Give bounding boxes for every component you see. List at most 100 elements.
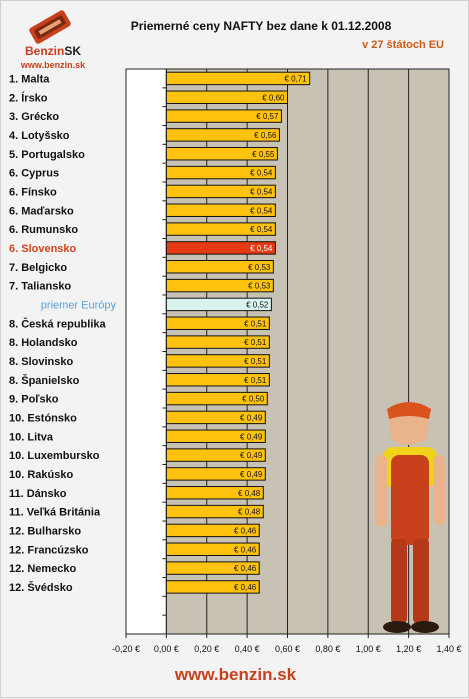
bar [165, 354, 270, 368]
chart-subtitle: v 27 štátoch EU [362, 39, 444, 51]
bar [165, 486, 264, 500]
category-label: 3. Grécko [9, 111, 59, 123]
chart-title: Priemerné ceny NAFTY bez dane k 01.12.20… [130, 19, 392, 33]
bar-value-label: € 0,54 [250, 169, 273, 178]
bar [165, 561, 260, 575]
bar-value-label: € 0,60 [262, 93, 285, 102]
category-label: 5. Portugalsko [9, 149, 85, 161]
bar [165, 71, 311, 86]
bar-value-label: € 0,51 [244, 376, 267, 385]
category-label: 4. Lotyšsko [9, 130, 70, 142]
category-label: 12. Francúzsko [9, 544, 89, 556]
bar [165, 297, 272, 312]
bar-value-label: € 0,54 [250, 187, 273, 196]
bar [165, 335, 270, 349]
bar-value-label: € 0,51 [244, 338, 267, 347]
bar-value-label: € 0,54 [250, 244, 273, 253]
bar [165, 373, 270, 387]
bar-value-label: € 0,54 [250, 206, 273, 215]
bar [165, 109, 282, 123]
bar-value-label: € 0,55 [252, 150, 275, 159]
bar [165, 504, 264, 519]
x-tick-label: 1,20 € [396, 644, 421, 654]
x-tick-label: 0,80 € [315, 644, 340, 654]
bar-value-label: € 0,53 [248, 263, 271, 272]
category-label: 2. Írsko [9, 91, 48, 104]
x-tick-label: 0,60 € [275, 644, 300, 654]
bar [165, 260, 274, 274]
category-label: 11. Veľká Británia [9, 507, 101, 519]
bar-value-label: € 0,56 [254, 131, 277, 140]
category-label: priemer Európy [41, 299, 117, 311]
bar [165, 90, 288, 104]
category-label: 8. Česká republika [9, 317, 106, 330]
bar [165, 241, 276, 255]
category-label: 10. Luxembursko [9, 450, 100, 462]
category-label: 6. Fínsko [9, 186, 57, 198]
category-label: 6. Rumunsko [9, 224, 78, 236]
bar [165, 316, 270, 330]
category-label: 6. Slovensko [9, 243, 77, 255]
category-label: 6. Maďarsko [9, 205, 74, 217]
bar [165, 222, 276, 236]
bar-value-label: € 0,49 [240, 470, 263, 479]
bar-value-label: € 0,50 [242, 395, 265, 404]
bar [165, 410, 266, 425]
logo-sk: SK [64, 44, 81, 58]
x-tick-label: 1,00 € [356, 644, 381, 654]
x-tick-label: 1,40 € [436, 644, 461, 654]
category-label: 10. Litva [9, 431, 54, 443]
bar [165, 278, 274, 293]
x-tick-label: 0,20 € [194, 644, 219, 654]
bar [165, 391, 268, 406]
x-tick-label: 0,00 € [154, 644, 179, 654]
bar-value-label: € 0,49 [240, 413, 263, 422]
plot-area-negative [126, 69, 167, 634]
bar-value-label: € 0,49 [240, 432, 263, 441]
category-label: 11. Dánsko [9, 488, 67, 500]
category-label: 8. Španielsko [9, 374, 80, 387]
x-tick-label: -0,20 € [112, 644, 140, 654]
category-label: 10. Rakúsko [9, 469, 73, 481]
bar [165, 429, 266, 443]
bar [165, 147, 278, 161]
bar [165, 184, 276, 199]
category-label: 7. Taliansko [9, 281, 71, 293]
category-label: 7. Belgicko [9, 262, 67, 274]
category-label: 12. Bulharsko [9, 525, 81, 537]
logo-emblem-icon [29, 10, 71, 44]
benzin-logo[interactable]: BenzinSK www.benzin.sk [7, 9, 93, 70]
logo-wordmark: BenzinSK [13, 44, 93, 58]
logo-url: www.benzin.sk [20, 60, 86, 70]
bar-value-label: € 0,51 [244, 319, 267, 328]
category-label: 9. Poľsko [9, 394, 59, 406]
bar [165, 467, 266, 481]
footer-url[interactable]: www.benzin.sk [174, 665, 297, 684]
bar-value-label: € 0,48 [238, 489, 261, 498]
category-label: 12. Švédsko [9, 581, 73, 594]
bar [165, 203, 276, 217]
bar-value-label: € 0,71 [284, 74, 307, 83]
bar-value-label: € 0,57 [256, 112, 279, 121]
category-label: 10. Estónsko [9, 412, 77, 424]
bar [165, 542, 260, 556]
category-label: 6. Cyprus [9, 168, 59, 180]
bar-value-label: € 0,52 [246, 300, 269, 309]
bar-value-label: € 0,46 [234, 545, 257, 554]
category-label: 8. Slovinsko [9, 356, 73, 368]
bar [165, 580, 260, 594]
category-label: 12. Nemecko [9, 563, 77, 575]
logo-word: Benzin [24, 44, 65, 58]
bar [165, 523, 260, 538]
bar-value-label: € 0,46 [234, 583, 257, 592]
bar [165, 448, 266, 462]
bar-value-label: € 0,46 [234, 526, 257, 535]
bar-value-label: € 0,48 [238, 508, 261, 517]
bar [165, 165, 276, 180]
category-label: 8. Holandsko [9, 337, 78, 349]
bar-value-label: € 0,46 [234, 564, 257, 573]
bar-value-label: € 0,51 [244, 357, 267, 366]
bar-value-label: € 0,54 [250, 225, 273, 234]
